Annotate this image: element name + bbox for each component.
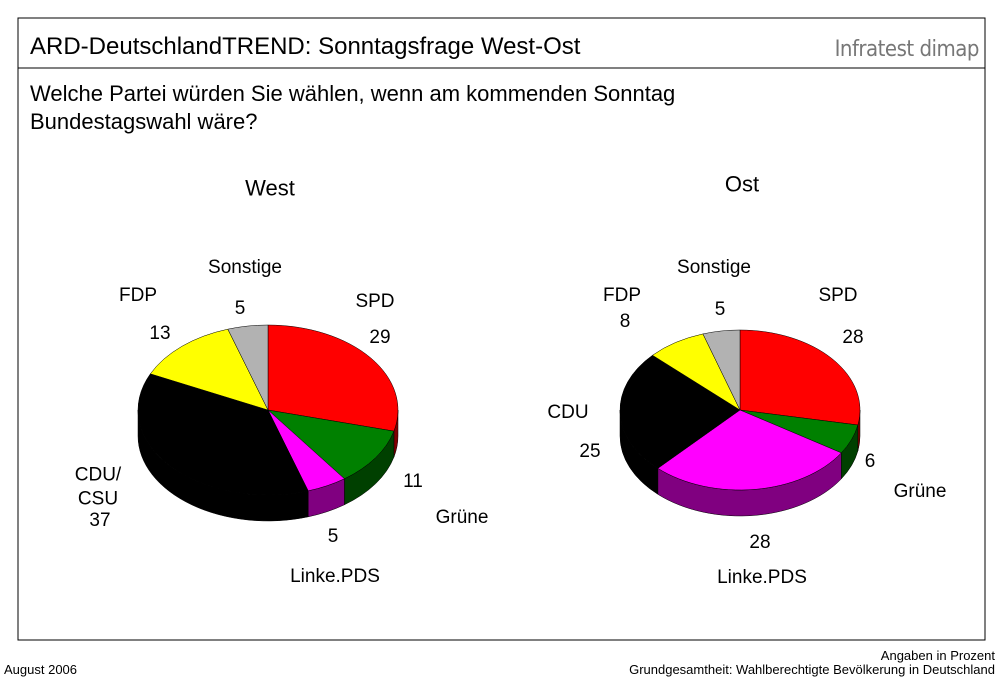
slice-name: CDU: [547, 402, 589, 424]
brand: Infratest dimap: [834, 37, 980, 62]
pie-title: West: [245, 175, 295, 201]
slice: [619, 354, 741, 469]
slice: [702, 329, 741, 411]
slice-value: 37: [89, 510, 111, 532]
title: ARD-DeutschlandTREND: Sonntagsfrage West…: [30, 33, 581, 60]
slice-name: SPD: [818, 285, 858, 307]
slice-value: 29: [369, 327, 391, 349]
slice-name: Grüne: [435, 507, 489, 529]
slice-value: 25: [579, 441, 601, 463]
slice-name: SPD: [355, 291, 395, 313]
pie-title: Ost: [724, 171, 760, 197]
slice-name: Linke.PDS: [290, 566, 380, 588]
slice-name: Sonstige: [208, 257, 282, 279]
slice-name: Linke.PDS: [717, 567, 807, 589]
slice-value: 28: [842, 327, 864, 349]
footer-note: Angaben in Prozent: [880, 648, 995, 663]
slice-name: CDU/ CSU: [74, 464, 122, 509]
slice-value: 5: [714, 299, 726, 321]
slice: [149, 328, 269, 411]
slice-value: 11: [403, 471, 423, 493]
footer-base: Grundgesamtheit: Wahlberechtigte Bevölke…: [629, 662, 995, 677]
slice-value: 6: [864, 451, 876, 473]
slice-value: 8: [619, 311, 631, 333]
slice: [267, 409, 395, 480]
slice-name: FDP: [603, 285, 641, 307]
frame: [17, 17, 986, 641]
slice-value: 13: [149, 323, 171, 345]
slice-name: Sonstige: [677, 257, 751, 279]
slice: [739, 329, 861, 426]
slice-value: 28: [749, 532, 771, 554]
question: Welche Partei würden Sie wählen, wenn am…: [30, 81, 676, 134]
slice-value: 5: [327, 526, 339, 548]
footer-date: August 2006: [4, 662, 78, 677]
slice-value: 5: [234, 298, 246, 320]
slice: [267, 324, 399, 432]
slice: [657, 409, 842, 491]
slice-name: Grüne: [893, 481, 947, 503]
slice: [227, 324, 269, 411]
slice: [137, 373, 309, 496]
slice-name: FDP: [119, 285, 157, 307]
